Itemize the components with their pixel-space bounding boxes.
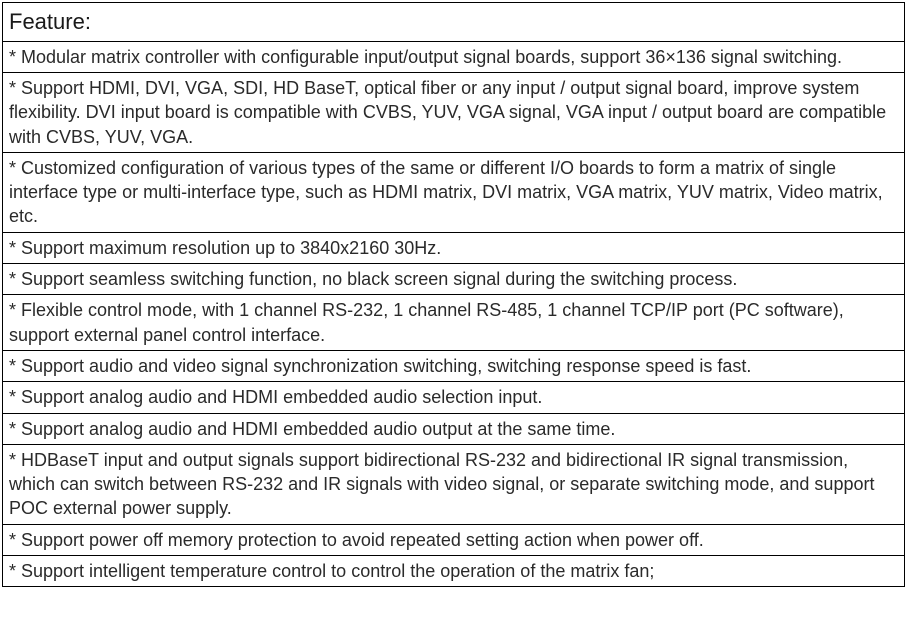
table-row: * Customized configuration of various ty…	[3, 152, 905, 232]
table-row: * Support HDMI, DVI, VGA, SDI, HD BaseT,…	[3, 72, 905, 152]
table-row: * Support analog audio and HDMI embedded…	[3, 382, 905, 413]
feature-table: Feature: * Modular matrix controller wit…	[2, 2, 905, 587]
feature-cell: * Support audio and video signal synchro…	[3, 350, 905, 381]
table-row: * Support maximum resolution up to 3840x…	[3, 232, 905, 263]
feature-cell: * Support seamless switching function, n…	[3, 264, 905, 295]
feature-cell: * HDBaseT input and output signals suppo…	[3, 444, 905, 524]
feature-cell: * Support maximum resolution up to 3840x…	[3, 232, 905, 263]
feature-cell: * Support analog audio and HDMI embedded…	[3, 413, 905, 444]
feature-cell: * Modular matrix controller with configu…	[3, 41, 905, 72]
feature-cell: * Support intelligent temperature contro…	[3, 556, 905, 587]
feature-cell: * Flexible control mode, with 1 channel …	[3, 295, 905, 351]
table-row: * Support power off memory protection to…	[3, 524, 905, 555]
table-header-row: Feature:	[3, 3, 905, 42]
table-row: * Support analog audio and HDMI embedded…	[3, 413, 905, 444]
table-row: * Support intelligent temperature contro…	[3, 556, 905, 587]
feature-table-body: Feature: * Modular matrix controller wit…	[3, 3, 905, 587]
table-header-cell: Feature:	[3, 3, 905, 42]
feature-cell: * Customized configuration of various ty…	[3, 152, 905, 232]
table-row: * Modular matrix controller with configu…	[3, 41, 905, 72]
feature-cell: * Support HDMI, DVI, VGA, SDI, HD BaseT,…	[3, 72, 905, 152]
table-row: * Support seamless switching function, n…	[3, 264, 905, 295]
table-row: * Support audio and video signal synchro…	[3, 350, 905, 381]
table-row: * Flexible control mode, with 1 channel …	[3, 295, 905, 351]
feature-cell: * Support analog audio and HDMI embedded…	[3, 382, 905, 413]
table-row: * HDBaseT input and output signals suppo…	[3, 444, 905, 524]
feature-cell: * Support power off memory protection to…	[3, 524, 905, 555]
